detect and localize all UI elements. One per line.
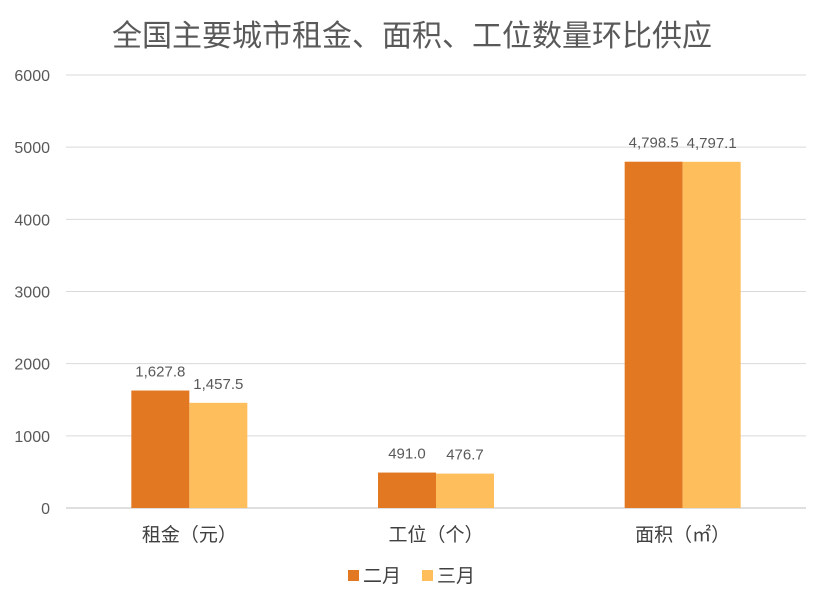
y-tick-label: 6000 — [14, 68, 50, 85]
x-category-label: 工位（个） — [388, 524, 483, 546]
bar-feb — [624, 161, 683, 508]
y-axis-ticks: 0 1000 2000 3000 4000 5000 6000 — [14, 68, 50, 518]
bars — [131, 161, 741, 509]
legend-swatch — [348, 570, 359, 581]
y-tick-label: 4000 — [14, 212, 50, 229]
y-tick-label: 1000 — [14, 429, 50, 446]
bar-mar — [436, 473, 494, 508]
y-tick-label: 0 — [41, 501, 50, 518]
x-axis-categories: 租金（元） 工位（个） 面积（㎡） — [142, 523, 730, 546]
chart-title: 全国主要城市租金、面积、工位数量环比供应 — [112, 19, 712, 54]
data-label: 1,627.8 — [135, 364, 185, 381]
legend-swatch — [422, 570, 433, 581]
data-labels: 1,627.8 1,457.5 491.0 476.7 4,798.5 4,797.1 — [135, 135, 736, 464]
x-category-label: 面积（㎡） — [635, 523, 730, 546]
x-category-label: 租金（元） — [142, 524, 237, 546]
y-tick-label: 5000 — [14, 140, 50, 157]
legend-label: 二月 — [363, 565, 401, 587]
legend-label: 三月 — [437, 565, 475, 587]
data-label: 1,457.5 — [193, 376, 243, 393]
data-label: 476.7 — [446, 447, 484, 464]
bar-mar — [189, 402, 248, 508]
data-label: 491.0 — [388, 446, 426, 463]
bar-mar — [682, 161, 741, 509]
bar-feb — [131, 390, 190, 508]
data-label: 4,798.5 — [629, 135, 679, 152]
bar-feb — [378, 472, 436, 508]
y-tick-label: 3000 — [14, 285, 50, 302]
y-tick-label: 2000 — [14, 357, 50, 374]
data-label: 4,797.1 — [687, 135, 737, 152]
legend: 二月 三月 — [348, 565, 475, 587]
